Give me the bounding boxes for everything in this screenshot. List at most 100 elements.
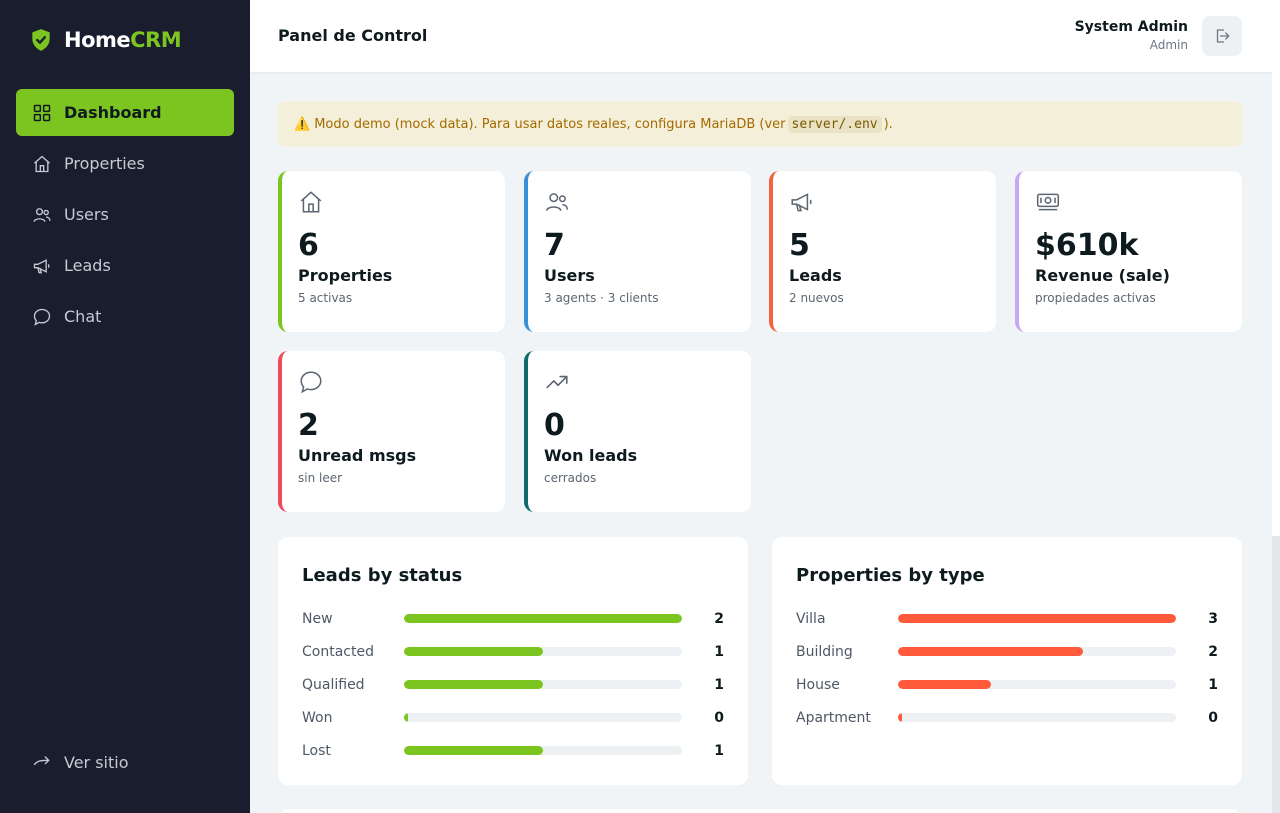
- properties-by-type-panel: Properties by type Villa 3 Building 2 Ho…: [772, 537, 1242, 785]
- demo-mode-banner: ⚠️ Modo demo (mock data). Para usar dato…: [278, 101, 1242, 147]
- bar-fill: [898, 614, 1176, 623]
- users-icon: [33, 207, 51, 222]
- sidebar-item-label: Properties: [64, 154, 145, 173]
- panel-title: Properties by type: [796, 565, 985, 586]
- brand-logo[interactable]: HomeCRM: [28, 27, 182, 53]
- stat-subtext: 2 nuevos: [789, 291, 844, 305]
- bar-track: [404, 647, 682, 656]
- sidebar-item-users[interactable]: Users: [16, 191, 234, 238]
- arrow-right-icon: [33, 756, 50, 766]
- banner-text: Modo demo (mock data). Para usar datos r…: [314, 116, 786, 132]
- sidebar-item-leads[interactable]: Leads: [16, 242, 234, 289]
- bar-fill: [404, 614, 682, 623]
- bar-row: Won 0: [302, 701, 724, 734]
- bar-count: 3: [1208, 610, 1218, 627]
- top-header: Panel de Control System Admin Admin: [250, 0, 1272, 72]
- next-panel-edge: [278, 809, 1242, 813]
- scrollbar-thumb[interactable]: [1272, 0, 1280, 536]
- stat-label: Unread msgs: [298, 446, 417, 465]
- banner-text-end: ).: [883, 116, 893, 132]
- bar-label: Building: [796, 643, 853, 660]
- stat-card-unread-msgs[interactable]: 2 Unread msgs sin leer: [278, 351, 505, 512]
- bar-row: Lost 1: [302, 734, 724, 767]
- stat-card-won-leads[interactable]: 0 Won leads cerrados: [524, 351, 751, 512]
- stat-label: Revenue (sale): [1035, 266, 1170, 285]
- bar-label: New: [302, 610, 333, 627]
- chat-icon: [300, 371, 322, 394]
- bar-count: 1: [714, 742, 724, 759]
- bar-row: House 1: [796, 668, 1218, 701]
- sidebar: HomeCRM Dashboard Properties Users Leads…: [0, 0, 250, 813]
- logout-button[interactable]: [1202, 16, 1242, 56]
- bar-track: [898, 713, 1176, 722]
- brand-name: HomeCRM: [64, 28, 182, 52]
- house-icon: [34, 155, 50, 172]
- bar-row: Qualified 1: [302, 668, 724, 701]
- bar-row: Apartment 0: [796, 701, 1218, 734]
- megaphone-icon: [791, 193, 812, 212]
- stat-subtext: cerrados: [544, 471, 597, 485]
- bar-label: Qualified: [302, 676, 365, 693]
- bar-track: [404, 614, 682, 623]
- sidebar-item-label: Chat: [64, 307, 102, 326]
- bar-track: [404, 713, 682, 722]
- megaphone-icon: [33, 258, 50, 273]
- bar-row: New 2: [302, 602, 724, 635]
- stat-subtext: propiedades activas: [1035, 291, 1156, 305]
- view-site-link[interactable]: Ver sitio: [32, 752, 129, 772]
- bar-track: [404, 680, 682, 689]
- chat-icon: [33, 308, 51, 326]
- bar-row: Building 2: [796, 635, 1218, 668]
- sidebar-item-dashboard[interactable]: Dashboard: [16, 89, 234, 136]
- stat-subtext: 5 activas: [298, 291, 353, 305]
- cash-icon: [1036, 193, 1060, 211]
- bar-label: Apartment: [796, 709, 871, 726]
- page-scrollbar[interactable]: [1272, 0, 1280, 813]
- warning-icon: ⚠️: [294, 116, 311, 132]
- stat-value: 5: [789, 228, 810, 263]
- stat-label: Properties: [298, 266, 393, 285]
- bar-count: 1: [1208, 676, 1218, 693]
- bar-count: 1: [714, 676, 724, 693]
- stat-value: 7: [544, 228, 565, 263]
- stat-label: Leads: [789, 266, 842, 285]
- bar-count: 2: [1208, 643, 1218, 660]
- bar-track: [898, 680, 1176, 689]
- house-icon: [300, 191, 322, 213]
- stat-value: 6: [298, 228, 319, 263]
- sidebar-item-chat[interactable]: Chat: [16, 293, 234, 340]
- logout-icon: [1216, 29, 1230, 43]
- panel-title: Leads by status: [302, 565, 463, 586]
- bar-fill: [404, 713, 408, 722]
- sidebar-item-properties[interactable]: Properties: [16, 140, 234, 187]
- user-info: System Admin Admin: [1075, 19, 1188, 52]
- bar-fill: [404, 647, 543, 656]
- sidebar-item-label: Leads: [64, 256, 111, 275]
- bar-label: House: [796, 676, 840, 693]
- stat-subtext: sin leer: [298, 471, 343, 485]
- bar-count: 0: [714, 709, 724, 726]
- stat-label: Users: [544, 266, 595, 285]
- stat-card-properties[interactable]: 6 Properties 5 activas: [278, 171, 505, 332]
- stat-card-users[interactable]: 7 Users 3 agents · 3 clients: [524, 171, 751, 332]
- sidebar-item-label: Dashboard: [64, 103, 162, 122]
- user-name: System Admin: [1074, 19, 1188, 35]
- bar-label: Contacted: [302, 643, 374, 660]
- bar-track: [898, 614, 1176, 623]
- bar-row: Contacted 1: [302, 635, 724, 668]
- sidebar-nav: Dashboard Properties Users Leads Chat: [16, 89, 234, 344]
- user-role: Admin: [1149, 38, 1188, 52]
- page-title: Panel de Control: [278, 26, 428, 45]
- banner-code: server/.env: [787, 115, 882, 133]
- view-site-label: Ver sitio: [64, 752, 129, 772]
- stat-value: $610k: [1035, 228, 1139, 263]
- bar-count: 1: [714, 643, 724, 660]
- bar-track: [404, 746, 682, 755]
- stat-card-leads[interactable]: 5 Leads 2 nuevos: [769, 171, 996, 332]
- users-icon: [545, 193, 569, 211]
- stat-card-revenue[interactable]: $610k Revenue (sale) propiedades activas: [1015, 171, 1242, 332]
- shield-check-icon: [32, 29, 50, 51]
- bar-count: 2: [714, 610, 724, 627]
- bar-label: Lost: [302, 742, 331, 759]
- bar-count: 0: [1208, 709, 1218, 726]
